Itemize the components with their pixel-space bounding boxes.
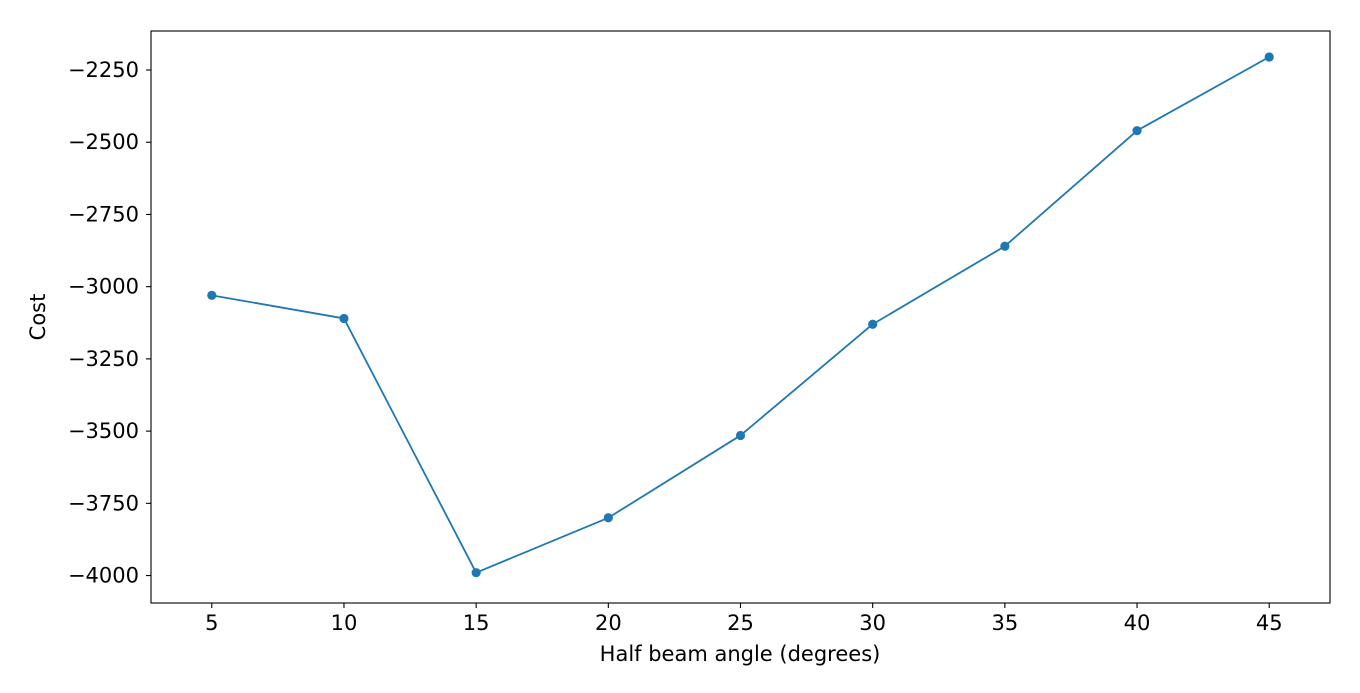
data-point [1000,241,1010,251]
x-tick-label: 45 [1256,611,1283,635]
data-point [868,319,878,329]
x-tick-label: 15 [463,611,490,635]
x-tick-label: 25 [727,611,754,635]
x-axis-label: Half beam angle (degrees) [600,642,881,666]
y-tick-label: −2250 [68,58,139,82]
x-axis: 5 10 15 20 25 30 35 40 45 [205,603,1283,635]
data-point [603,513,613,523]
series-layer [207,52,1274,578]
y-tick-label: −2500 [68,130,139,154]
y-tick-label: −3250 [68,347,139,371]
y-tick-label: −3000 [68,275,139,299]
data-point [735,430,746,441]
y-tick-label: −4000 [68,564,139,588]
y-tick-label: −3750 [68,491,139,515]
data-point [1132,126,1142,136]
y-axis: −4000 −3750 −3500 −3250 −3000 −2750 −2500 −2250 [68,58,151,588]
x-tick-label: 5 [205,611,218,635]
data-point [471,568,481,578]
y-tick-label: −2750 [68,202,139,226]
plot-area-frame [150,30,1331,604]
x-tick-label: 10 [331,611,358,635]
y-axis-label: Cost [26,294,50,341]
data-point [1264,52,1274,62]
data-point [207,290,217,300]
y-tick-label: −3500 [68,419,139,443]
data-point [339,313,349,324]
x-tick-label: 30 [859,611,886,635]
x-tick-label: 35 [991,611,1018,635]
x-tick-label: 20 [595,611,622,635]
series-line [211,56,1270,574]
x-tick-label: 40 [1124,611,1151,635]
